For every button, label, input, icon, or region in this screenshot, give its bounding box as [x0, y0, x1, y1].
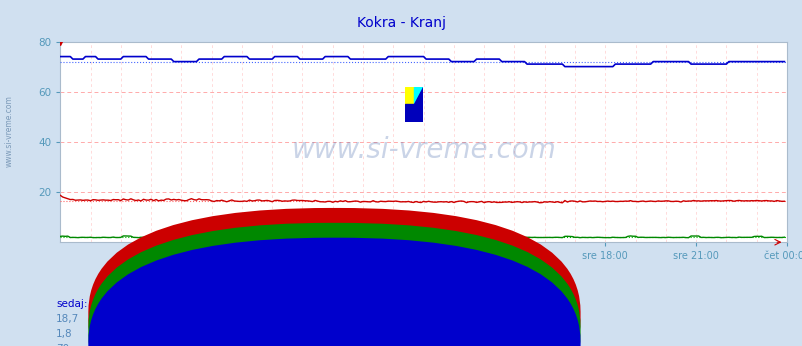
Text: Kokra - Kranj: Kokra - Kranj [357, 16, 445, 29]
Text: zadnji dan / 5 minut.: zadnji dan / 5 minut. [347, 261, 455, 271]
Text: 70: 70 [56, 344, 69, 346]
Text: pretok[m3/s]: pretok[m3/s] [342, 329, 410, 339]
Text: 18,7: 18,7 [56, 314, 79, 324]
Text: Kokra – Kranj: Kokra – Kranj [329, 299, 407, 309]
Text: 15,0: 15,0 [124, 314, 148, 324]
Polygon shape [414, 87, 423, 104]
Text: 18,7: 18,7 [261, 314, 284, 324]
Text: povpr.:: povpr.: [192, 299, 229, 309]
Text: temperatura[C]: temperatura[C] [342, 314, 423, 324]
Polygon shape [405, 104, 423, 122]
Text: 2,1: 2,1 [192, 329, 209, 339]
Text: 1,6: 1,6 [124, 329, 141, 339]
Text: sedaj:: sedaj: [56, 299, 87, 309]
Text: 72: 72 [192, 344, 206, 346]
Text: 1,8: 1,8 [56, 329, 73, 339]
Text: Slovenija / reke in morje.: Slovenija / reke in morje. [336, 247, 466, 257]
Text: 69: 69 [124, 344, 138, 346]
Text: 16,6: 16,6 [192, 314, 216, 324]
Text: maks.:: maks.: [261, 299, 296, 309]
Polygon shape [414, 87, 423, 104]
Text: višina[cm]: višina[cm] [342, 344, 397, 346]
Text: www.si-vreme.com: www.si-vreme.com [5, 95, 14, 167]
Text: 74: 74 [261, 344, 274, 346]
Text: 2,5: 2,5 [261, 329, 277, 339]
Polygon shape [405, 87, 414, 104]
Text: www.si-vreme.com: www.si-vreme.com [291, 136, 555, 164]
Text: min.:: min.: [124, 299, 151, 309]
Text: Meritve: povprečne  Enote: metrične  Črta: zadnja meritev: Meritve: povprečne Enote: metrične Črta:… [249, 275, 553, 287]
